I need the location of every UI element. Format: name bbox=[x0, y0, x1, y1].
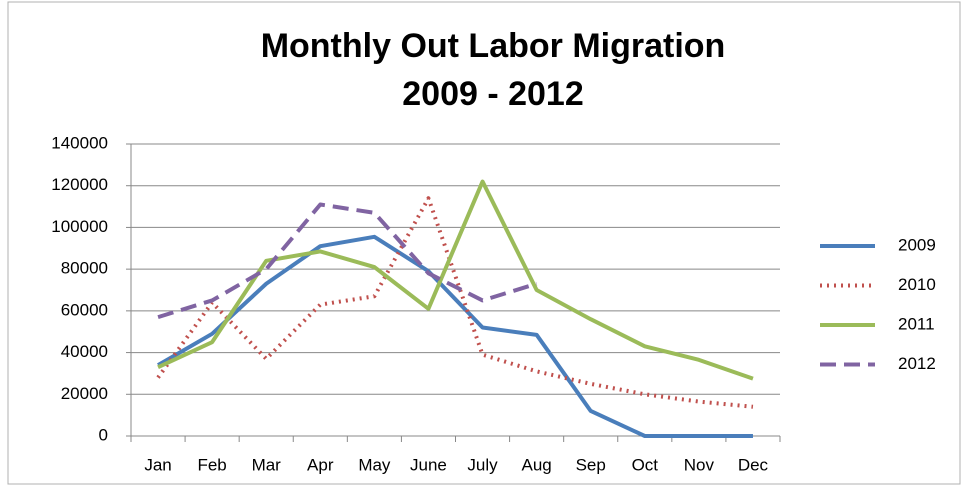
chart-border bbox=[7, 1, 961, 485]
legend-label: 2010 bbox=[898, 275, 936, 294]
y-tick-label: 20000 bbox=[61, 384, 108, 403]
legend-label: 2011 bbox=[898, 314, 935, 333]
x-tick-label: May bbox=[358, 455, 391, 474]
x-tick-label: Nov bbox=[684, 455, 715, 474]
x-tick-label: June bbox=[410, 455, 447, 474]
legend-label: 2012 bbox=[898, 354, 936, 373]
x-tick-label: Feb bbox=[197, 455, 226, 474]
x-tick-label: Mar bbox=[252, 455, 282, 474]
x-tick-label: Sep bbox=[576, 455, 606, 474]
x-tick-label: Jan bbox=[144, 455, 171, 474]
x-tick-label: Aug bbox=[522, 455, 552, 474]
y-tick-label: 80000 bbox=[61, 259, 108, 278]
chart-title: Monthly Out Labor Migration bbox=[261, 27, 726, 65]
y-tick-label: 40000 bbox=[61, 342, 108, 361]
legend-label: 2009 bbox=[898, 235, 936, 254]
y-tick-label: 120000 bbox=[51, 175, 108, 194]
x-tick-label: Oct bbox=[632, 455, 659, 474]
y-tick-label: 60000 bbox=[61, 300, 108, 319]
y-tick-label: 100000 bbox=[51, 217, 108, 236]
y-tick-label: 0 bbox=[99, 425, 108, 444]
x-tick-label: Apr bbox=[307, 455, 334, 474]
chart-title: 2009 - 2012 bbox=[402, 75, 584, 113]
series-line bbox=[157, 202, 538, 320]
series-line bbox=[157, 234, 753, 438]
x-tick-label: July bbox=[467, 455, 498, 474]
y-tick-label: 140000 bbox=[51, 133, 108, 152]
x-tick-label: Dec bbox=[738, 455, 769, 474]
